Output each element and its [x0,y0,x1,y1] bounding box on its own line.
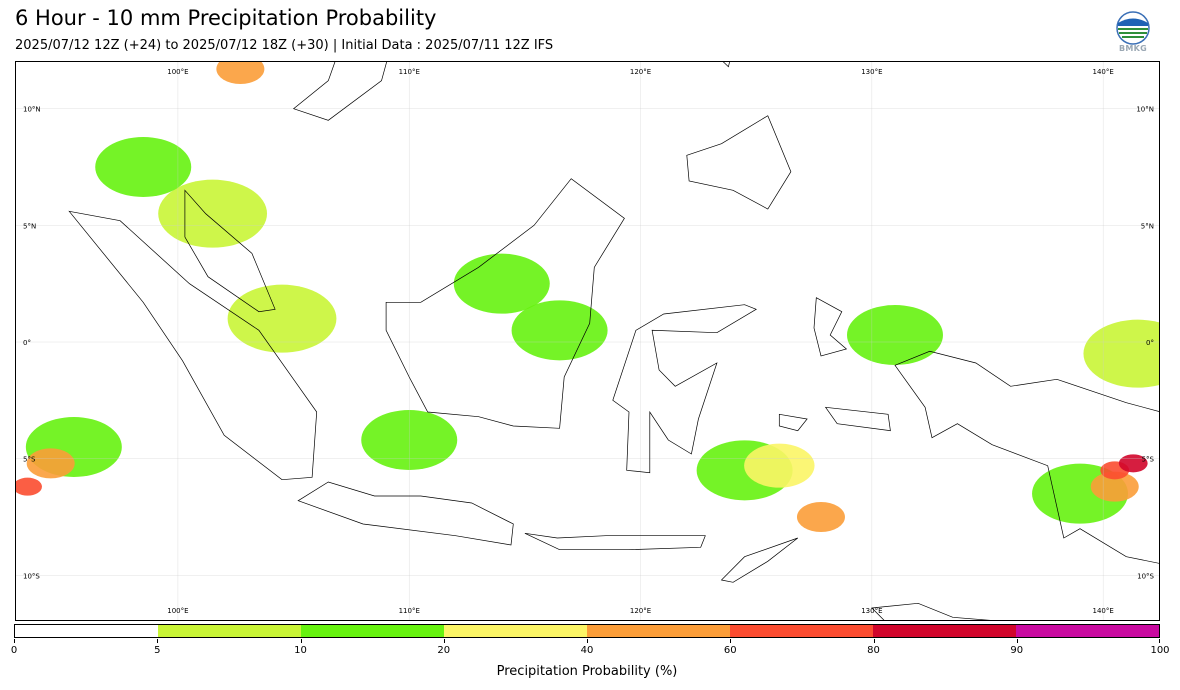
lon-label: 110°E [399,68,420,76]
colorbar-tick-label: 90 [1010,645,1024,656]
precip-area [16,477,42,496]
lon-label: 110°E [399,607,420,615]
colorbar-tick [730,639,732,643]
precip-area [846,305,943,365]
lat-label: 0° [23,339,31,347]
logo-text: BMKG [1118,44,1148,53]
precip-area [95,137,192,197]
coastline [385,178,625,429]
precipitation-map: 100°E 100°E 110°E 110°E 120°E 120°E 130°E 130°E… [15,61,1160,621]
lat-label: 5°S [1142,456,1155,464]
precip-area [796,502,845,532]
lat-label: 10°N [23,106,41,114]
coastlines [68,62,1159,620]
coastline [871,602,991,620]
colorbar-tick [443,639,445,643]
colorbar-tick [14,639,15,643]
lat-label: 0° [1146,339,1154,347]
precip-area [158,179,268,248]
colorbar-tick-label: 20 [437,645,451,656]
lat-label: 5°N [1141,222,1154,230]
colorbar-segment [730,625,873,637]
precip-area [744,443,815,488]
colorbar-tick-label: 0 [10,645,18,656]
precip-area [1083,319,1159,388]
precip-layer [16,62,1159,532]
colorbar-segment [444,625,587,637]
colorbar-tick [300,639,302,643]
coastline [524,532,706,551]
colorbar-tick-label: 80 [867,645,880,656]
colorbar-label: Precipitation Probability (%) [496,664,678,679]
colorbar-tick-label: 40 [580,645,594,656]
coastline [722,62,730,68]
colorbar-segment [1016,625,1159,637]
precip-area [227,284,337,353]
colorbar-tick-label: 60 [723,645,737,656]
lon-label: 140°E [1093,607,1114,615]
coastline [894,350,1159,564]
precip-area [216,62,265,84]
lon-label: 120°E [630,607,651,615]
coastline [68,210,318,481]
lon-label: 130°E [861,607,882,615]
colorbar-tick [1159,639,1160,643]
lat-label: 10°S [1137,572,1154,580]
precip-area [26,448,75,479]
coastline [297,481,514,546]
lat-label: 5°N [23,222,36,230]
precip-area [1090,471,1139,502]
colorbar-segment [587,625,730,637]
coastline [720,537,799,583]
lat-label: 10°S [23,572,40,580]
colorbar-tick [587,639,588,643]
precip-area [511,300,608,361]
coastline [824,406,891,432]
colorbar-tick [873,639,875,643]
lon-label: 100°E [167,68,188,76]
colorbar-segment [301,625,444,637]
coastline [612,304,757,474]
colorbar-tick-label: 10 [294,645,307,656]
coastline [686,115,792,210]
precip-area [453,253,550,314]
lon-label: 120°E [630,68,651,76]
colorbar-segment [15,625,158,637]
map-subtitle: 2025/07/12 12Z (+24) to 2025/07/12 18Z (… [15,38,554,53]
lat-label: 10°N [1136,106,1154,114]
colorbar-tick [157,639,159,643]
map-title: 6 Hour - 10 mm Precipitation Probability [15,6,437,30]
colorbar-tick-label: 5 [154,645,161,656]
colorbar-segment [873,625,1016,637]
gridlines [16,62,1159,620]
coastline [292,62,387,121]
lon-label: 140°E [1093,68,1114,76]
lat-label: 5°S [23,456,36,464]
lon-label: 130°E [861,68,882,76]
coastline [778,413,808,432]
grid-labels: 100°E 100°E 110°E 110°E 120°E 120°E 130°E 130°E… [23,68,1155,615]
coastline [184,189,276,313]
lon-label: 100°E [167,607,188,615]
coastline [813,297,848,357]
colorbar [14,624,1160,638]
colorbar-tick-label: 100 [1150,645,1170,656]
bmkg-logo-icon [1113,10,1153,56]
colorbar-segment [158,625,301,637]
colorbar-tick [1016,639,1018,643]
